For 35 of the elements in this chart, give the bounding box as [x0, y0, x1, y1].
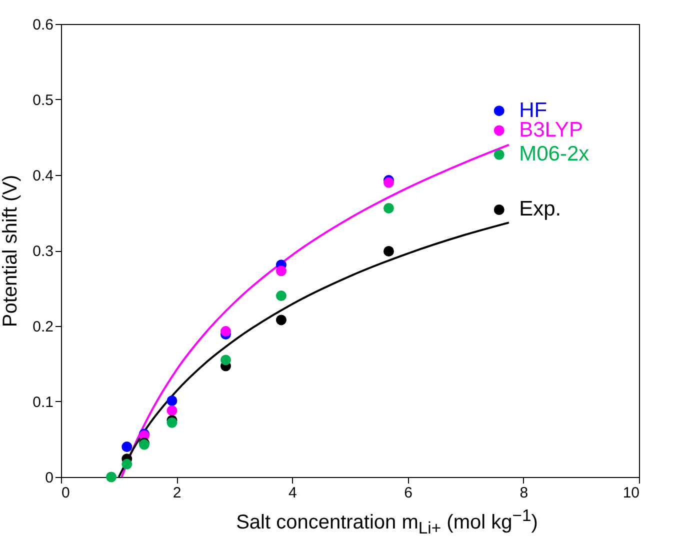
y-tick-label: 0.6 — [32, 16, 54, 34]
point — [276, 314, 286, 326]
y-tick-label: 0.5 — [32, 92, 54, 109]
point — [166, 405, 178, 416]
point — [220, 326, 231, 337]
point — [276, 266, 286, 276]
y-axis-title: Potential shift (V) — [0, 174, 22, 328]
y-tick-label: 0.4 — [32, 168, 54, 184]
series-label: Exp. — [519, 198, 562, 221]
y-tick-label: 0.2 — [32, 318, 54, 336]
y-tick-label: 0.3 — [32, 243, 54, 260]
x-tick-label: 6 — [404, 484, 412, 502]
series-label: M06-2x — [519, 142, 590, 166]
point — [383, 202, 394, 214]
x-tick-label: 10 — [622, 484, 640, 502]
point — [494, 125, 504, 136]
point — [122, 442, 132, 452]
x-tick-label: 2 — [172, 484, 182, 502]
point — [276, 290, 286, 302]
line-series — [118, 222, 510, 477]
point — [220, 354, 231, 366]
y-tick-label: 0.1 — [32, 394, 54, 411]
x-axis-title: Salt concentration m$_{Li+}$ (mol kg$^{−1}$) — [235, 506, 539, 539]
x-tick-label: 4 — [288, 484, 297, 502]
point — [383, 246, 394, 256]
point — [166, 396, 178, 406]
point — [122, 458, 132, 470]
point — [106, 472, 117, 482]
point — [494, 106, 504, 116]
x-tick-label: 0 — [62, 484, 70, 502]
x-tick-label: 8 — [520, 484, 528, 502]
point — [494, 204, 504, 215]
point — [494, 149, 504, 160]
y-tick-label: 0 — [45, 470, 54, 486]
line-series — [120, 144, 510, 477]
